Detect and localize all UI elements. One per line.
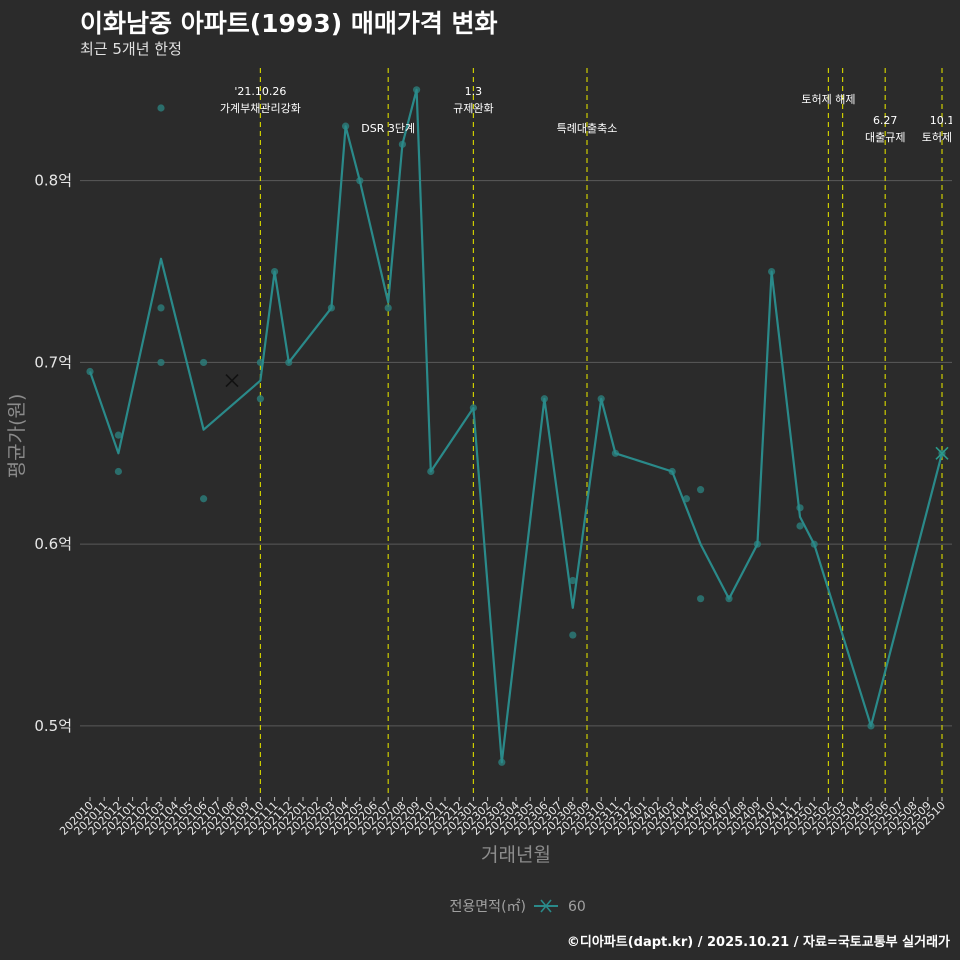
event-label: 6.27	[873, 114, 898, 127]
data-point	[114, 431, 122, 439]
data-point	[200, 358, 208, 367]
source-caption: ©디아파트(dapt.kr) / 2025.10.21 / 자료=국토교통부 실…	[566, 935, 950, 950]
legend: 전용면적(㎡) 60	[450, 899, 586, 915]
data-point	[256, 395, 264, 403]
data-point	[157, 358, 165, 367]
cross-marker-strokes	[225, 374, 239, 388]
data-point	[697, 595, 705, 603]
y-tick-label: 0.8억	[34, 172, 72, 190]
y-tick-label: 0.5억	[34, 717, 72, 735]
event-label: DSR 3단계	[361, 122, 415, 135]
y-axis-ticks: 0.5억 0.6억 0.7억 0.8억	[34, 172, 72, 735]
event-label: 토허제확	[922, 131, 960, 144]
event-label: 1.3	[465, 85, 483, 98]
chart-title: 이화남중 아파트(1993) 매매가격 변화	[80, 9, 498, 38]
event-label: '21.10.26	[234, 85, 286, 98]
y-tick-label: 0.6억	[34, 535, 72, 553]
grid-lines	[80, 180, 952, 727]
transaction-points	[86, 86, 946, 766]
policy-event-lines	[259, 68, 943, 795]
highlight-markers	[225, 374, 949, 460]
y-tick-label: 0.7억	[34, 353, 72, 371]
event-label: 10.1	[930, 114, 955, 127]
chart-subtitle: 최근 5개년 한정	[80, 40, 182, 58]
data-point	[114, 467, 122, 476]
cross-marker-strokes	[935, 446, 949, 460]
data-point	[384, 304, 392, 312]
data-point	[569, 576, 577, 585]
data-point	[157, 304, 165, 312]
event-label: 대출규제	[865, 131, 905, 144]
event-label: 가계부채관리강화	[220, 102, 301, 115]
x-axis-title: 거래년월	[481, 844, 551, 866]
event-label: 특례대출축소	[557, 122, 618, 135]
data-point	[200, 495, 208, 503]
legend-label-60: 60	[568, 899, 586, 915]
x-axis-ticks: 2020102020112020122021012021022021032021…	[57, 797, 948, 838]
average-price-line	[88, 88, 944, 764]
series-line-60	[88, 88, 944, 764]
data-point	[697, 486, 705, 494]
event-label: 토허제 해제	[801, 92, 855, 106]
event-label: 규제완화	[453, 102, 493, 115]
data-point	[796, 522, 804, 530]
cross-marker	[935, 446, 949, 460]
legend-title: 전용면적(㎡)	[450, 899, 526, 915]
y-axis-title: 평균가(원)	[6, 394, 28, 479]
legend-cross-key	[540, 899, 552, 913]
cross-marker	[225, 374, 239, 388]
data-point	[569, 631, 577, 639]
data-point	[157, 104, 165, 112]
